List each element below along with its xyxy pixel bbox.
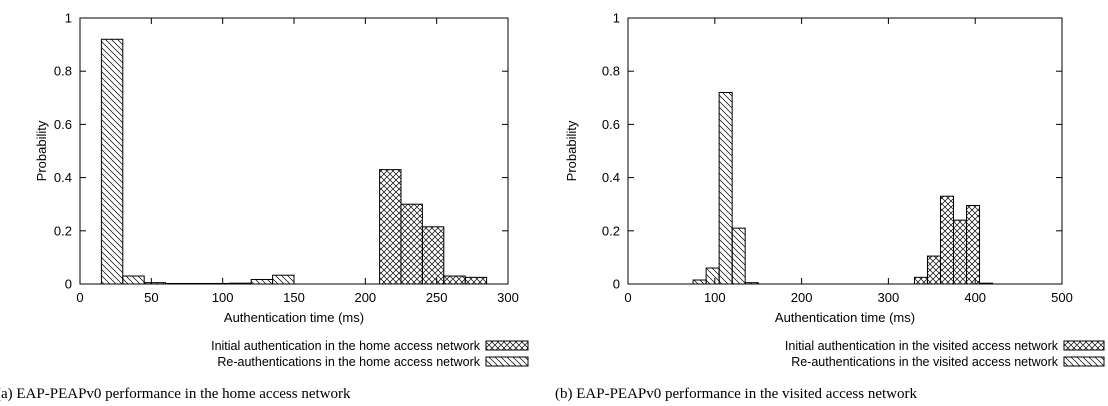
chart-b-bar-initial <box>926 255 941 285</box>
chart-a-ytick-label: 0.6 <box>54 117 72 132</box>
chart-a-bar-reauth <box>229 282 252 285</box>
chart-a-bar-reauth <box>165 282 188 285</box>
chart-b-bars <box>692 91 994 285</box>
chart-a-xlabel: Authentication time (ms) <box>224 310 364 325</box>
chart-b-ytick-label: 0 <box>613 277 620 292</box>
chart-b-xlabel: Authentication time (ms) <box>775 310 915 325</box>
chart-a-ytick-label: 1 <box>65 11 72 26</box>
chart-a-bar-reauth <box>143 282 167 285</box>
chart-b-ytick-label: 0.8 <box>602 64 620 79</box>
chart-b-legend-swatch-initial <box>1063 340 1105 351</box>
chart-a-ytick-label: 0.8 <box>54 64 72 79</box>
chart-a-xtick-label: 100 <box>212 290 234 305</box>
chart-b-ytick-label: 0.2 <box>602 223 620 238</box>
chart-a-xtick-label: 300 <box>497 290 519 305</box>
chart-b: 0 0.2 0.4 0.6 0.8 1 0 100 200 300 400 500 Probabil… <box>555 11 1105 402</box>
chart-b-bar-initial <box>913 276 928 285</box>
chart-b-ytick-label: 0.4 <box>602 170 620 185</box>
chart-b-ytick-label: 1 <box>613 11 620 26</box>
chart-a-xtick-label: 0 <box>76 290 83 305</box>
chart-a-legend-label-initial: Initial authentication in the home acces… <box>211 339 481 353</box>
chart-a-bar-initial <box>421 226 445 285</box>
chart-a-bars <box>100 38 488 285</box>
chart-a-legend-label-reauth: Re-authentications in the home access ne… <box>217 355 480 369</box>
chart-a-bar-reauth <box>186 282 209 285</box>
chart-b-caption: (b) EAP-PEAPv0 performance in the visite… <box>555 386 917 402</box>
chart-a-bar-initial <box>464 276 488 285</box>
chart-a-ytick-label: 0 <box>65 277 72 292</box>
chart-a: 0 0.2 0.4 0.6 0.8 1 0 50 100 150 200 250 300 Probab… <box>0 11 529 402</box>
chart-a-bar-reauth <box>122 275 145 285</box>
chart-b-frame <box>627 17 1063 285</box>
chart-b-xtick-label: 300 <box>878 290 900 305</box>
chart-b-bar-reauth <box>744 282 759 285</box>
chart-b-legend: Initial authentication in the visited ac… <box>785 339 1105 369</box>
chart-a-legend: Initial authentication in the home acces… <box>211 339 529 369</box>
chart-a-bar-reauth <box>100 38 124 285</box>
chart-b-legend-label-initial: Initial authentication in the visited ac… <box>785 339 1059 353</box>
chart-b-legend-label-reauth: Re-authentications in the visited access… <box>791 355 1059 369</box>
chart-b-xtick-label: 200 <box>791 290 813 305</box>
chart-b-ylabel: Probability <box>564 120 579 181</box>
chart-b-bar-reauth <box>692 279 707 285</box>
chart-a-legend-swatch-reauth <box>485 356 529 367</box>
chart-a-legend-swatch-initial <box>485 340 529 351</box>
chart-b-xtick-label: 0 <box>624 290 631 305</box>
chart-a-ytick-label: 0.4 <box>54 170 72 185</box>
chart-a-xtick-label: 50 <box>144 290 158 305</box>
chart-b-xtick-label: 500 <box>1051 290 1073 305</box>
chart-a-xtick-label: 200 <box>354 290 376 305</box>
chart-b-bar-initial <box>966 205 981 285</box>
chart-b-bar-reauth <box>718 91 733 285</box>
chart-b-x-ticks: 0 100 200 300 400 500 <box>624 18 1073 305</box>
chart-a-bar-initial <box>443 275 466 285</box>
chart-a-ylabel: Probability <box>34 120 49 181</box>
chart-a-bar-initial <box>379 169 402 285</box>
chart-b-bar-initial <box>979 282 994 285</box>
chart-b-bar-initial <box>939 195 954 285</box>
chart-b-legend-swatch-reauth <box>1063 356 1105 367</box>
chart-a-xtick-label: 250 <box>426 290 448 305</box>
chart-b-bar-reauth <box>705 267 720 285</box>
chart-a-bar-initial <box>400 203 423 285</box>
chart-a-bar-reauth <box>250 278 274 285</box>
chart-a-bar-reauth <box>207 282 231 285</box>
chart-b-y-ticks: 0 0.2 0.4 0.6 0.8 1 <box>602 11 1062 292</box>
chart-b-xtick-label: 400 <box>964 290 986 305</box>
chart-b-xtick-label: 100 <box>704 290 726 305</box>
chart-a-caption: (a) EAP-PEAPv0 performance in the home a… <box>0 386 351 402</box>
chart-a-ytick-label: 0.2 <box>54 223 72 238</box>
chart-b-ytick-label: 0.6 <box>602 117 620 132</box>
chart-b-bar-reauth <box>731 227 746 285</box>
chart-a-y-ticks: 0 0.2 0.4 0.6 0.8 1 <box>54 11 508 292</box>
chart-a-x-ticks: 0 50 100 150 200 250 300 <box>76 18 519 305</box>
chart-b-bar-initial <box>953 219 968 285</box>
chart-a-xtick-label: 150 <box>283 290 305 305</box>
chart-a-bar-reauth <box>272 274 295 285</box>
